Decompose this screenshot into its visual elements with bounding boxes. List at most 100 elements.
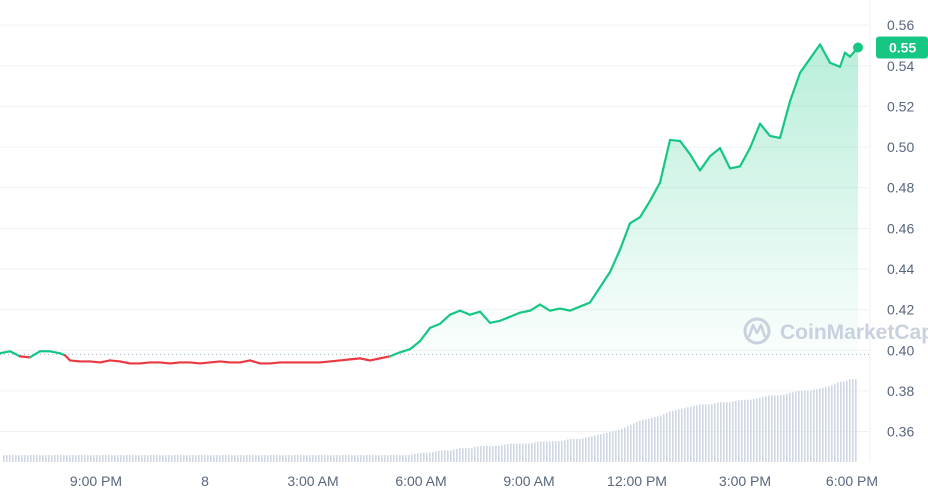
volume-bar (462, 448, 464, 462)
volume-bar (579, 439, 581, 462)
volume-bar (381, 455, 383, 462)
volume-bar (615, 430, 617, 462)
volume-bar (696, 405, 698, 462)
volume-bar (477, 446, 479, 462)
volume-bar (141, 455, 143, 462)
volume-bar (768, 395, 770, 462)
price-segment (628, 216, 642, 225)
volume-bar (243, 455, 245, 462)
volume-bar (585, 437, 587, 462)
price-segment (468, 310, 482, 316)
price-line (0, 43, 860, 365)
volume-bar (702, 404, 704, 462)
price-segment (748, 122, 762, 150)
volume-bar (96, 455, 98, 462)
volume-bar (411, 454, 413, 462)
x-axis-ticks: 9:00 PM 8 3:00 AM 6:00 AM 9:00 AM 12:00 PM 3:0… (70, 473, 878, 489)
volume-bar (648, 418, 650, 462)
volume-bar (546, 441, 548, 462)
volume-bar (300, 455, 302, 462)
volume-bar (705, 404, 707, 462)
volume-bar (342, 455, 344, 462)
volume-bar (606, 432, 608, 462)
volume-bar (816, 389, 818, 462)
x-tick-label: 3:00 AM (287, 473, 338, 489)
volume-bar (105, 455, 107, 462)
volume-bar (645, 419, 647, 462)
volume-bar (468, 448, 470, 462)
volume-bar (825, 387, 827, 462)
volume-bar (837, 382, 839, 462)
y-tick-label: 0.50 (887, 139, 914, 155)
price-segment (608, 248, 622, 274)
volume-bar (120, 455, 122, 462)
volume-bar (765, 396, 767, 462)
volume-bar (363, 455, 365, 462)
price-segment (778, 100, 792, 140)
price-segment (168, 361, 182, 365)
volume-bar (357, 455, 359, 462)
volume-bar (69, 455, 71, 462)
volume-bar (729, 402, 731, 462)
volume-bar (261, 455, 263, 462)
volume-bar (204, 455, 206, 462)
volume-bar (414, 453, 416, 462)
volume-bar (48, 455, 50, 462)
x-tick-label: 9:00 AM (503, 473, 554, 489)
volume-bar (246, 455, 248, 462)
volume-bar (249, 455, 251, 462)
volume-bar (651, 417, 653, 462)
volume-bar (564, 440, 566, 462)
volume-bar (321, 455, 323, 462)
volume-bar (408, 455, 410, 462)
price-segment (578, 301, 592, 308)
volume-bar (75, 455, 77, 462)
volume-bar (78, 455, 80, 462)
y-axis-ticks: 0.56 0.54 0.52 0.50 0.48 0.46 0.44 0.42 0.40 0.38… (887, 17, 914, 439)
price-segment (528, 303, 542, 312)
volume-bar (327, 455, 329, 462)
volume-bar (723, 402, 725, 462)
price-segment (0, 350, 12, 355)
volume-bar (819, 388, 821, 462)
volume-bar (51, 455, 53, 462)
volume-bar (831, 385, 833, 462)
volume-bar (402, 455, 404, 462)
price-segment (728, 165, 742, 170)
volume-bar (573, 439, 575, 462)
volume-bar (129, 455, 131, 462)
price-segment (328, 359, 342, 363)
volume-bar (378, 455, 380, 462)
volume-bar (780, 395, 782, 462)
volume-bar (735, 400, 737, 462)
volume-bar (195, 455, 197, 462)
volume-bar (624, 427, 626, 462)
price-segment (718, 146, 732, 170)
price-segment (138, 361, 152, 365)
x-tick-label: 6:00 PM (826, 473, 878, 489)
volume-bar (828, 386, 830, 462)
volume-bar (855, 379, 857, 462)
volume-bar (138, 455, 140, 462)
volume-bar (171, 455, 173, 462)
volume-bar (159, 455, 161, 462)
volume-bar (54, 455, 56, 462)
price-segment (118, 360, 132, 365)
volume-bar (807, 390, 809, 462)
volume-bar (132, 455, 134, 462)
price-segment (658, 138, 672, 184)
price-segment (458, 309, 472, 316)
volume-bars (3, 379, 857, 462)
volume-bar (81, 455, 83, 462)
volume-bar (681, 408, 683, 462)
price-segment (668, 138, 682, 143)
price-segment (838, 51, 847, 68)
volume-bar (291, 455, 293, 462)
volume-bar (162, 455, 164, 462)
price-segment (408, 340, 422, 351)
x-tick-label: 8 (201, 473, 209, 489)
volume-bar (597, 434, 599, 462)
x-tick-label: 6:00 AM (395, 473, 446, 489)
volume-bar (726, 402, 728, 462)
volume-bar (480, 445, 482, 462)
